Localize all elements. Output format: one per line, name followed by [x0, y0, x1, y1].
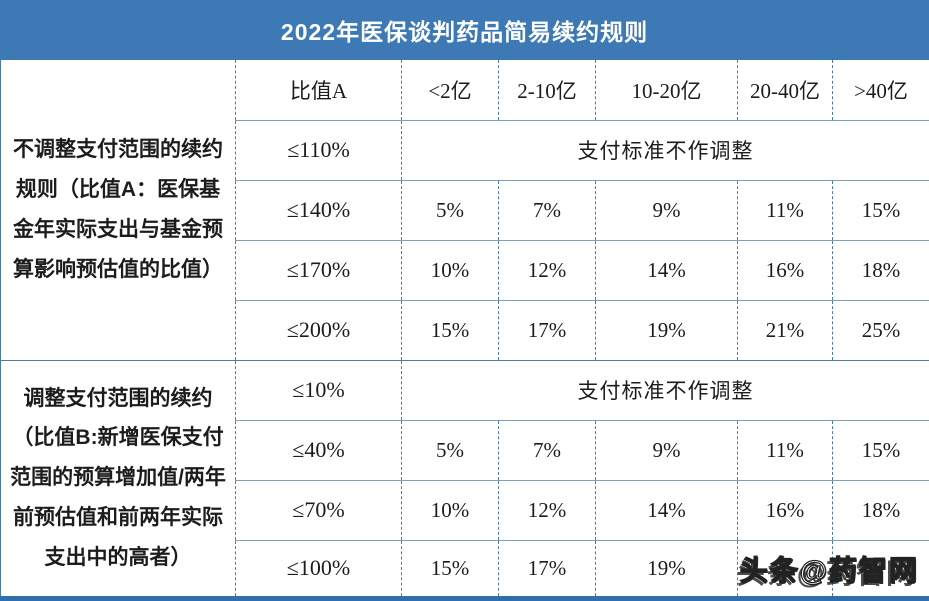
value-cell: 16% [737, 239, 833, 300]
page-title: 2022年医保谈判药品简易续约规则 [280, 19, 649, 45]
value-cell: 21% [737, 299, 833, 360]
corner-header-ratio-a: 比值A [235, 60, 402, 120]
column-header-20-40: 20-40亿 [737, 60, 833, 120]
value-cell: 9% [595, 179, 738, 240]
value-cell: 10% [401, 479, 499, 540]
merged-no-adjustment-cell: 支付标准不作调整 [401, 119, 929, 180]
bottom-accent-bar [0, 596, 929, 601]
table-row: 不调整支付范围的续约规则（比值A：医保基金年实际支出与基金预算影响预估值的比值）… [1, 60, 929, 281]
column-header-2-10: 2-10亿 [498, 60, 596, 120]
table-row: ≤110% 支付标准不作调整 [1, 119, 929, 180]
group-label-no-adjustment: 不调整支付范围的续约规则（比值A：医保基金年实际支出与基金预算影响预估值的比值） [13, 137, 223, 281]
column-header-gt40: >40亿 [832, 60, 929, 120]
value-cell: 5% [401, 179, 499, 240]
threshold-cell: ≤140% [235, 179, 402, 240]
merged-no-adjustment-cell: 支付标准不作调整 [401, 359, 929, 420]
value-cell: 5% [401, 419, 499, 480]
value-cell: 10% [401, 239, 499, 300]
value-cell: 18% [832, 239, 929, 300]
threshold-cell: ≤10% [235, 359, 402, 420]
value-cell: 18% [832, 479, 929, 540]
value-cell: 14% [595, 479, 738, 540]
table-row: ≤200% 15% 17% 19% 21% 25% [1, 299, 929, 360]
value-cell [832, 539, 929, 596]
value-cell: 14% [595, 239, 738, 300]
table-row: 调整支付范围的续约（比值B:新增医保支付范围的预算增加值/两年前预估值和前两年实… [0, 359, 929, 596]
value-cell [737, 539, 833, 596]
title-banner: 2022年医保谈判药品简易续约规则 [0, 0, 929, 60]
column-header-10-20: 10-20亿 [595, 60, 738, 120]
table-row: ≤40% 5% 7% 9% 11% 15% [1, 419, 929, 480]
value-cell: 15% [401, 299, 499, 360]
threshold-cell: ≤110% [235, 119, 402, 180]
value-cell: 17% [498, 299, 596, 360]
value-cell: 7% [498, 419, 596, 480]
value-cell: 19% [595, 299, 738, 360]
value-cell: 9% [595, 419, 738, 480]
threshold-cell: ≤40% [235, 419, 402, 480]
table-row: ≤140% 5% 7% 9% 11% 15% [1, 179, 929, 240]
value-cell: 15% [401, 539, 499, 596]
value-cell: 17% [498, 539, 596, 596]
value-cell: 11% [737, 179, 833, 240]
value-cell: 11% [737, 419, 833, 480]
value-cell: 12% [498, 479, 596, 540]
threshold-cell: ≤200% [235, 299, 402, 360]
group-label-adjustment: 调整支付范围的续约（比值B:新增医保支付范围的预算增加值/两年前预估值和前两年实… [0, 359, 236, 596]
column-header-lt2: <2亿 [401, 60, 499, 120]
table-row: ≤70% 10% 12% 14% 16% 18% [1, 479, 929, 540]
table-row: ≤170% 10% 12% 14% 16% 18% [1, 239, 929, 300]
value-cell: 7% [498, 179, 596, 240]
value-cell: 15% [832, 419, 929, 480]
value-cell: 25% [832, 299, 929, 360]
renewal-rules-table: 不调整支付范围的续约规则（比值A：医保基金年实际支出与基金预算影响预估值的比值）… [0, 60, 929, 596]
table-row: ≤100% 15% 17% 19% [1, 539, 929, 596]
value-cell: 15% [832, 179, 929, 240]
threshold-cell: ≤170% [235, 239, 402, 300]
threshold-cell: ≤70% [235, 479, 402, 540]
value-cell: 19% [595, 539, 738, 596]
value-cell: 12% [498, 239, 596, 300]
value-cell: 16% [737, 479, 833, 540]
threshold-cell: ≤100% [235, 539, 402, 596]
